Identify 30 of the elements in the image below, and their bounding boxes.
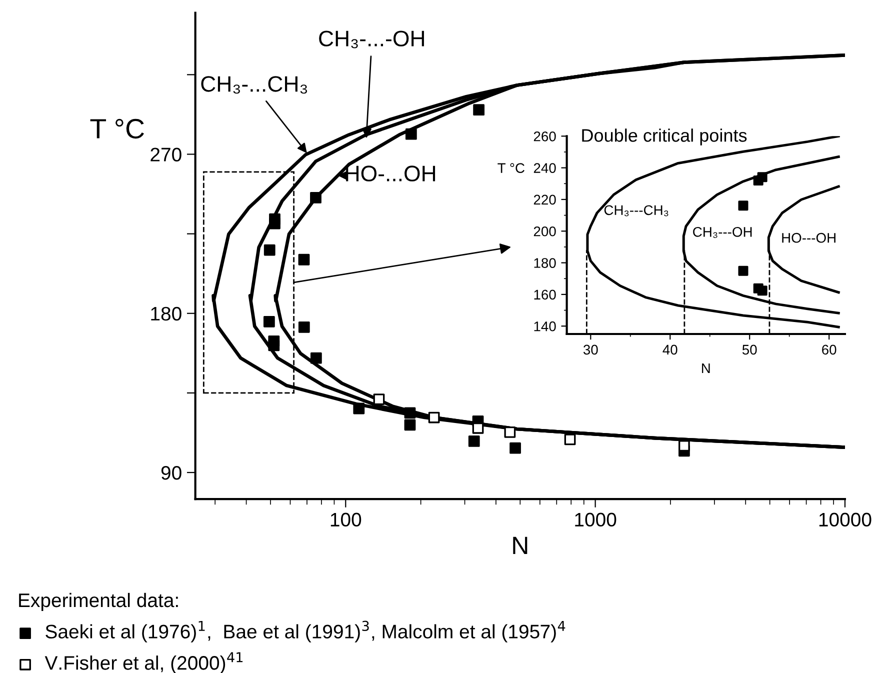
y-axis-title: T °C xyxy=(90,118,144,139)
annotation: HO-...OH xyxy=(346,166,436,182)
x-axis-title: N xyxy=(702,363,710,373)
annotation: CH₃---CH₃ xyxy=(604,205,668,216)
x-axis-title: N xyxy=(513,536,528,554)
x-tick-label: 100 xyxy=(330,512,362,527)
y-tick-label: 200 xyxy=(534,226,556,236)
x-tick-label: 60 xyxy=(822,344,836,355)
legend-title: Experimental data: xyxy=(19,592,178,612)
y-tick-label: 180 xyxy=(151,306,182,321)
x-tick-label: 30 xyxy=(583,344,598,355)
y-tick-label: 180 xyxy=(534,258,556,268)
y-tick-label: 260 xyxy=(534,131,556,142)
annotation: CH₃---OH xyxy=(693,226,752,238)
x-tick-label: 50 xyxy=(742,344,757,355)
y-tick-label: 140 xyxy=(534,321,556,332)
x-tick-label: 1000 xyxy=(575,512,616,527)
y-tick-label: 160 xyxy=(534,290,556,300)
x-tick-label: 10000 xyxy=(819,512,872,527)
y-tick-label: 240 xyxy=(534,163,556,173)
x-tick-label: 40 xyxy=(662,344,678,355)
legend-label: Saeki et al (1976)$^{1}$, Bae et al (1991)$^{3}$, Malcolm et al (1957)$^{4}$ xyxy=(46,620,566,642)
y-tick-label: 220 xyxy=(534,194,556,205)
annotation: HO---OH xyxy=(782,232,836,243)
annotation: CH₃-...CH₃ xyxy=(201,76,308,94)
chart-title: Double critical points xyxy=(582,128,747,146)
y-tick-label: 90 xyxy=(161,466,182,480)
y-axis-title: T °C xyxy=(498,163,524,173)
annotation: CH₃-...-OH xyxy=(319,30,424,48)
y-tick-label: 270 xyxy=(150,148,182,162)
